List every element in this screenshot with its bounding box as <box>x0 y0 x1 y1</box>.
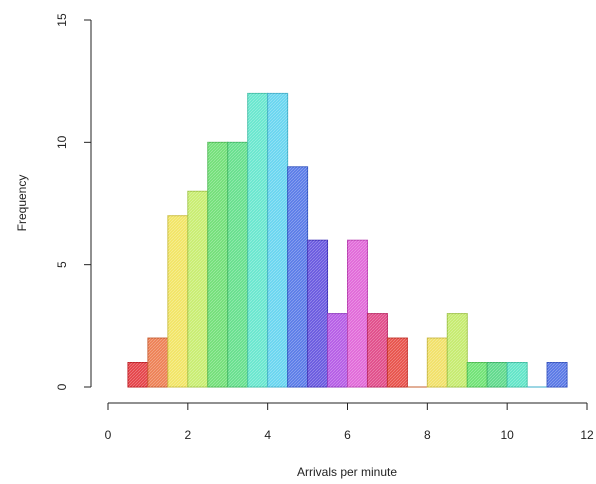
x-tick-label-5: 10 <box>500 428 514 442</box>
y-axis-label: Frequency <box>15 175 29 232</box>
plot-area <box>127 92 568 388</box>
histogram-bar-1 <box>147 337 169 388</box>
histogram-bar-12 <box>366 313 388 388</box>
histogram-bar-texture-18 <box>487 362 508 387</box>
y-tick-label-1: 5 <box>55 261 69 268</box>
histogram-bar-21 <box>546 362 568 388</box>
histogram-bar-6 <box>247 92 269 388</box>
histogram-bar-texture-11 <box>347 240 368 387</box>
y-axis: 0 5 10 15 <box>55 13 92 390</box>
histogram-bar-11 <box>347 239 368 388</box>
histogram-bar-8 <box>287 166 309 388</box>
histogram-bar-texture-21 <box>547 362 568 387</box>
histogram-bar-5 <box>227 141 249 388</box>
histogram-bar-13 <box>386 337 408 388</box>
histogram-bar-texture-8 <box>287 166 308 387</box>
histogram-bar-15 <box>426 337 448 388</box>
x-tick-label-1: 2 <box>184 428 191 442</box>
histogram-bar-texture-16 <box>447 313 468 387</box>
x-tick-label-0: 0 <box>105 428 112 442</box>
histogram-bar-9 <box>307 239 329 388</box>
histogram-bar-texture-12 <box>367 313 388 387</box>
histogram-bar-7 <box>267 92 289 388</box>
x-axis: 0 2 4 6 8 10 12 <box>105 402 594 442</box>
histogram-bar-19 <box>506 362 528 388</box>
x-tick-label-6: 12 <box>580 428 594 442</box>
histogram-bar-texture-5 <box>227 142 248 387</box>
histogram-bar-texture-4 <box>207 142 228 387</box>
histogram-bar-texture-6 <box>247 93 268 388</box>
histogram-bar-texture-13 <box>387 338 408 387</box>
histogram-bar-texture-17 <box>467 362 488 387</box>
histogram-bar-4 <box>207 141 229 388</box>
histogram-bar-texture-2 <box>167 215 188 387</box>
y-tick-label-3: 15 <box>55 13 69 27</box>
y-tick-label-2: 10 <box>55 135 69 149</box>
histogram-bar-16 <box>446 313 468 388</box>
histogram-bar-texture-7 <box>267 93 288 388</box>
histogram-bar-texture-9 <box>307 240 328 387</box>
histogram-bar-2 <box>167 215 189 388</box>
x-ticks-layer: 0 2 4 6 8 10 12 <box>105 403 594 442</box>
bars-layer <box>127 92 568 388</box>
histogram-bar-3 <box>187 190 209 388</box>
histogram-bar-texture-10 <box>327 313 348 387</box>
x-tick-label-4: 8 <box>424 428 431 442</box>
x-tick-label-3: 6 <box>344 428 351 442</box>
histogram-bar-10 <box>327 313 349 388</box>
histogram-bar-texture-15 <box>427 338 448 387</box>
y-tick-label-0: 0 <box>55 383 69 390</box>
y-ticks-layer: 0 5 10 15 <box>55 13 91 390</box>
histogram-bar-18 <box>486 362 508 388</box>
histogram-bar-texture-1 <box>147 338 168 387</box>
x-tick-label-2: 4 <box>264 428 271 442</box>
histogram-bar-texture-0 <box>127 362 148 387</box>
histogram-bar-17 <box>466 362 488 388</box>
histogram-bar-texture-3 <box>187 191 208 387</box>
histogram-bar-texture-19 <box>507 362 528 387</box>
x-axis-label: Arrivals per minute <box>297 465 397 479</box>
histogram-bar-0 <box>127 362 149 388</box>
